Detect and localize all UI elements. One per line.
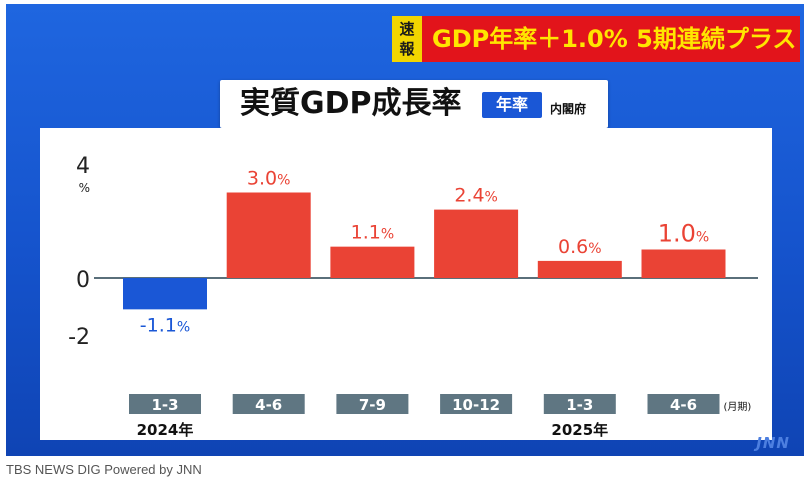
chart-title-box: 実質GDP成長率 年率 内閣府: [220, 80, 608, 128]
breaking-tag-char-2: 報: [399, 40, 415, 58]
bar: [123, 278, 207, 310]
category-tick-box: [543, 394, 616, 414]
category-tick-label: 1-3: [151, 396, 178, 414]
y-tick-label: 4: [76, 154, 90, 179]
category-tick-box: [647, 394, 720, 414]
data-label: 1.0%: [658, 220, 709, 248]
category-tick-label: 4-6: [670, 396, 697, 414]
breaking-news-tag: 速 報: [392, 16, 422, 62]
y-axis-unit: %: [79, 181, 90, 195]
bar: [226, 192, 311, 278]
category-tick-label: 10-12: [452, 396, 500, 414]
data-label: 1.1%: [351, 222, 395, 244]
category-tick-label: 4-6: [255, 396, 282, 414]
category-tick-box: [232, 394, 305, 414]
data-label: 3.0%: [247, 168, 291, 190]
category-tick-box: [129, 394, 201, 414]
category-tick-label: 7-9: [359, 396, 386, 414]
jnn-watermark: JNN: [756, 434, 790, 452]
source-label: 内閣府: [550, 102, 587, 116]
bar: [434, 209, 519, 278]
data-label: -1.1%: [140, 314, 190, 336]
data-label: 2.4%: [454, 185, 498, 207]
category-tick-box: [440, 394, 513, 414]
headline-text: GDP年率＋1.0% 5期連続プラス: [432, 25, 797, 53]
year-label: 2024年: [137, 421, 194, 439]
news-graphic-frame: 速 報 GDP年率＋1.0% 5期連続プラス 実質GDP成長率 年率 内閣府 4…: [6, 4, 804, 456]
chart-title: 実質GDP成長率: [240, 86, 462, 121]
headline-banner: GDP年率＋1.0% 5期連続プラス: [422, 16, 800, 62]
bar: [641, 249, 726, 278]
category-tick-box: [336, 394, 409, 414]
image-caption: TBS NEWS DIG Powered by JNN: [6, 462, 202, 477]
annualized-badge: 年率: [482, 92, 542, 118]
bar: [330, 246, 415, 278]
bar-chart: 4% 0 -2 -1.1% 1-3 3.0% 4-6 1.1% 7-9 2.4% 10-12 0.6%…: [68, 154, 758, 439]
category-tick-label: 1-3: [566, 396, 593, 414]
y-tick-label: -2: [68, 325, 90, 350]
y-tick-label: 0: [76, 268, 90, 293]
bar: [537, 260, 622, 278]
year-label: 2025年: [551, 421, 608, 439]
period-unit-label: (月期): [724, 401, 752, 413]
data-label: 0.6%: [558, 236, 602, 258]
breaking-tag-char-1: 速: [399, 20, 415, 38]
